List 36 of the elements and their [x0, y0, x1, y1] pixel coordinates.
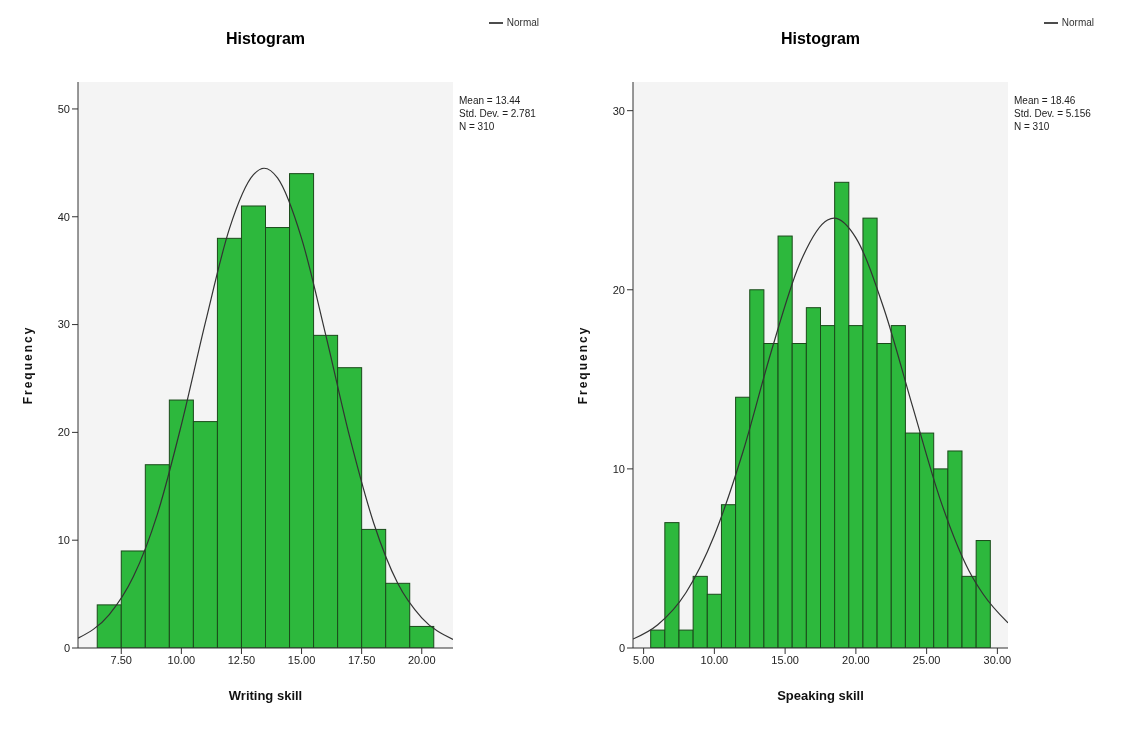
- x-tick-label: 10.00: [700, 653, 729, 666]
- text: Mean = 18.46: [1014, 94, 1077, 107]
- x-axis-title: Writing skill: [228, 688, 303, 703]
- y-tick-label: 40: [57, 210, 70, 223]
- y-tick-label: 0: [63, 641, 70, 654]
- y-axis-title: Frequency: [576, 325, 591, 405]
- x-tick-label: 5.00: [632, 653, 655, 666]
- y-tick-label: 20: [57, 426, 70, 439]
- x-tick-label: 10.00: [167, 653, 196, 666]
- x-tick-label: 15.00: [287, 653, 316, 666]
- chart-title: Histogram: [224, 30, 307, 48]
- y-tick-label: 30: [612, 104, 625, 117]
- x-tick-label: 17.50: [347, 653, 376, 666]
- chart-title: Histogram: [779, 30, 862, 48]
- x-axis-title: Speaking skill: [777, 688, 864, 703]
- y-axis-title: Frequency: [21, 325, 36, 405]
- x-tick-label: 20.00: [407, 653, 436, 666]
- text: N = 310: [1014, 120, 1051, 133]
- legend-label: Normal: [506, 16, 539, 28]
- legend-label: Normal: [1061, 16, 1094, 28]
- y-tick-label: 30: [57, 318, 70, 331]
- x-tick-label: 30.00: [983, 653, 1012, 666]
- x-tick-label: 15.00: [771, 653, 799, 666]
- y-tick-label: 20: [612, 283, 625, 296]
- x-tick-label: 20.00: [842, 653, 870, 666]
- text: Std. Dev. = 2.781: [459, 107, 536, 120]
- y-tick-label: 10: [612, 462, 625, 475]
- x-tick-label: 7.50: [110, 653, 132, 666]
- x-tick-label: 25.00: [912, 653, 941, 666]
- text: N = 310: [459, 120, 496, 133]
- text: Std. Dev. = 5.156: [1014, 107, 1091, 120]
- y-tick-label: 0: [618, 641, 625, 654]
- y-tick-label: 50: [57, 102, 70, 115]
- y-tick-label: 10: [57, 534, 70, 547]
- text: Mean = 13.44: [459, 94, 522, 107]
- x-tick-label: 12.50: [227, 653, 256, 666]
